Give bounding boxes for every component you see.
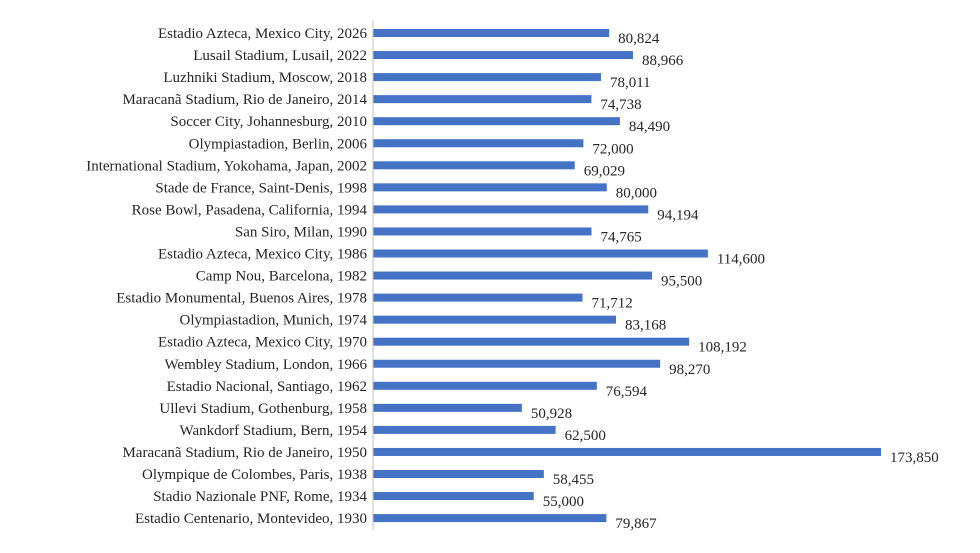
data-label: 80,000 bbox=[616, 185, 657, 201]
data-label: 108,192 bbox=[698, 340, 747, 356]
bar bbox=[373, 227, 592, 236]
bar bbox=[373, 470, 544, 478]
bar bbox=[373, 381, 597, 390]
data-label: 94,194 bbox=[657, 207, 699, 223]
bar bbox=[373, 73, 601, 82]
data-label: 55,000 bbox=[543, 494, 584, 510]
value-labels-group: 80,824 88,966 78,011 74,738 84,490 72,000 69,0… bbox=[531, 31, 939, 532]
category-label: Camp Nou, Barcelona, 1982 bbox=[196, 269, 367, 285]
bar bbox=[373, 139, 584, 148]
data-label: 72,000 bbox=[592, 141, 633, 157]
category-label: Olympiastadion, Munich, 1974 bbox=[180, 313, 368, 329]
category-label: Rose Bowl, Pasadena, California, 1994 bbox=[132, 202, 368, 218]
data-label: 173,850 bbox=[890, 450, 939, 466]
data-label: 50,928 bbox=[531, 406, 572, 422]
category-labels-group: Estadio Azteca, Mexico City, 2026 Lusail … bbox=[86, 26, 367, 527]
data-label: 58,455 bbox=[553, 472, 594, 488]
data-label: 71,712 bbox=[592, 296, 633, 312]
category-label: Wankdorf Stadium, Bern, 1954 bbox=[179, 423, 367, 439]
category-label: Olympiastadion, Berlin, 2006 bbox=[189, 136, 368, 152]
category-label: San Siro, Milan, 1990 bbox=[235, 224, 367, 240]
category-label: Estadio Centenario, Montevideo, 1930 bbox=[135, 511, 367, 527]
data-label: 74,738 bbox=[600, 97, 641, 113]
bar bbox=[373, 425, 556, 434]
data-label: 69,029 bbox=[584, 163, 625, 179]
category-label: Estadio Monumental, Buenos Aires, 1978 bbox=[116, 291, 367, 307]
bar bbox=[373, 492, 534, 501]
category-label: Estadio Azteca, Mexico City, 2026 bbox=[158, 26, 367, 42]
category-label: Olympique de Colombes, Paris, 1938 bbox=[142, 467, 367, 483]
bar bbox=[373, 293, 583, 302]
bar bbox=[373, 514, 607, 523]
category-label: Maracanã Stadium, Rio de Janeiro, 1950 bbox=[122, 445, 367, 461]
category-label: Ullevi Stadium, Gothenburg, 1958 bbox=[159, 401, 367, 417]
category-label: Estadio Nacional, Santiago, 1962 bbox=[167, 379, 367, 395]
category-label: Lusail Stadium, Lusail, 2022 bbox=[193, 48, 367, 64]
bar bbox=[373, 117, 620, 126]
data-label: 76,594 bbox=[606, 384, 648, 400]
bar bbox=[373, 161, 575, 170]
bar bbox=[373, 359, 661, 368]
data-label: 84,490 bbox=[629, 119, 670, 135]
bar bbox=[373, 95, 592, 104]
category-label: Wembley Stadium, London, 1966 bbox=[164, 357, 367, 373]
data-label: 74,765 bbox=[600, 229, 641, 245]
bar bbox=[373, 205, 649, 214]
data-label: 114,600 bbox=[717, 252, 765, 268]
data-label: 98,270 bbox=[669, 362, 710, 378]
category-label: Estadio Azteca, Mexico City, 1970 bbox=[158, 335, 367, 351]
bar bbox=[373, 337, 690, 346]
category-label: Stadio Nazionale PNF, Rome, 1934 bbox=[153, 489, 367, 505]
bar bbox=[373, 249, 708, 258]
bar bbox=[373, 51, 633, 60]
category-label: Soccer City, Johannesburg, 2010 bbox=[170, 114, 367, 130]
data-label: 78,011 bbox=[610, 75, 651, 91]
bar bbox=[373, 271, 653, 280]
data-label: 80,824 bbox=[618, 31, 660, 47]
category-label: Luzhniki Stadium, Moscow, 2018 bbox=[163, 70, 367, 86]
bar bbox=[373, 403, 522, 412]
bar bbox=[373, 29, 610, 37]
category-label: Estadio Azteca, Mexico City, 1986 bbox=[158, 247, 367, 263]
data-label: 88,966 bbox=[642, 53, 684, 69]
data-label: 95,500 bbox=[661, 274, 702, 290]
data-label: 79,867 bbox=[615, 516, 657, 532]
category-label: Stade de France, Saint-Denis, 1998 bbox=[155, 180, 367, 196]
bar bbox=[373, 447, 881, 456]
bar bbox=[373, 315, 617, 324]
data-label: 62,500 bbox=[565, 428, 606, 444]
bar bbox=[373, 183, 607, 192]
data-label: 83,168 bbox=[625, 318, 666, 334]
category-label: Maracanã Stadium, Rio de Janeiro, 2014 bbox=[122, 92, 367, 108]
bars-group bbox=[373, 29, 881, 523]
category-label: International Stadium, Yokohama, Japan, … bbox=[86, 158, 367, 174]
